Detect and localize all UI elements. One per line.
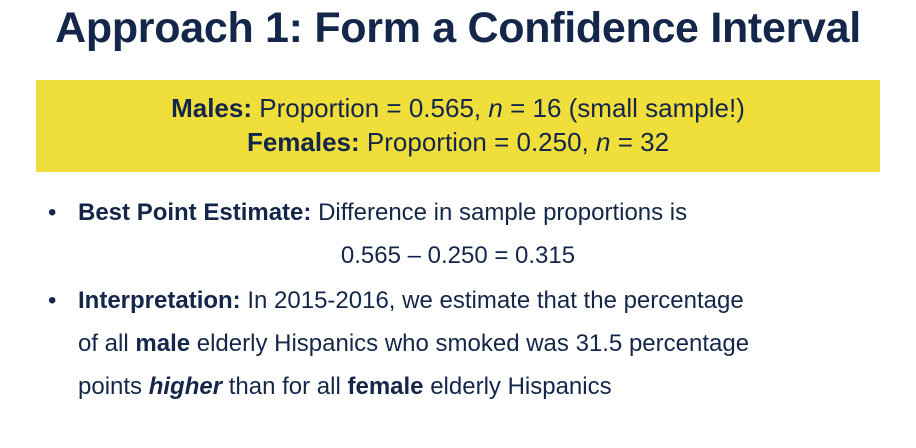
interpretation-line-1: Interpretation: In 2015-2016, we estimat…	[78, 281, 744, 321]
interpretation-line-2: of all male elderly Hispanics who smoked…	[78, 324, 749, 364]
females-line: Females: Proportion = 0.250, n = 32	[36, 125, 880, 159]
males-line: Males: Proportion = 0.565, n = 16 (small…	[36, 91, 880, 125]
higher-emphasis: higher	[148, 373, 223, 400]
female-emphasis: female	[347, 373, 424, 400]
point-estimate-text: Best Point Estimate: Difference in sampl…	[78, 193, 687, 233]
line3-mid: than for all	[228, 373, 341, 400]
line3-post: elderly Hispanics	[430, 373, 612, 400]
interpretation-label: Interpretation:	[78, 287, 241, 314]
males-proportion: Proportion = 0.565,	[259, 93, 482, 123]
summary-box: Males: Proportion = 0.565, n = 16 (small…	[36, 80, 880, 172]
male-emphasis: male	[135, 330, 191, 357]
females-n-symbol: n	[596, 127, 611, 157]
bullet-dot: •	[48, 287, 57, 314]
females-n-value: = 32	[617, 127, 670, 157]
point-estimate-label: Best Point Estimate:	[78, 199, 312, 226]
difference-formula: 0.565 – 0.250 = 0.315	[340, 242, 576, 269]
females-label: Females:	[246, 127, 360, 157]
males-n-symbol: n	[488, 93, 503, 123]
females-proportion: Proportion = 0.250,	[366, 127, 589, 157]
bullet-dot: •	[48, 199, 57, 226]
interpretation-line-3: points higher than for all female elderl…	[78, 367, 612, 407]
males-n-value: = 16 (small sample!)	[510, 93, 745, 123]
interpretation-line1-body: In 2015-2016, we estimate that the perce…	[247, 287, 744, 314]
point-estimate-body: Difference in sample proportions is	[318, 199, 688, 226]
line2-post: elderly Hispanics who smoked was 31.5 pe…	[196, 330, 750, 357]
males-label: Males:	[171, 93, 253, 123]
line2-pre: of all	[78, 330, 129, 357]
slide-title: Approach 1: Form a Confidence Interval	[55, 4, 861, 52]
line3-pre: points	[78, 373, 143, 400]
